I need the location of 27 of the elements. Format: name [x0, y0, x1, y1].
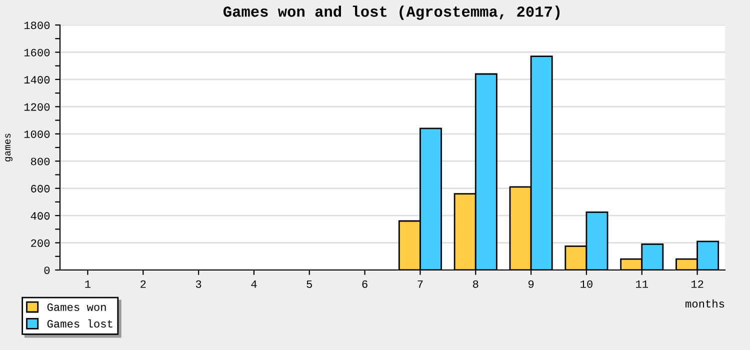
x-tick-label: 6: [362, 280, 368, 288]
x-tick-label: 10: [580, 280, 592, 288]
x-axis-title: months: [686, 299, 724, 308]
legend-label: Games won: [47, 303, 106, 311]
y-tick-label: 1200: [24, 103, 50, 111]
y-tick-label: 800: [30, 158, 50, 166]
x-tick-label: 4: [251, 280, 257, 288]
chart-title: Games won and lost (Agrostemma, 2017): [223, 6, 560, 20]
y-tick-label: 1800: [24, 22, 50, 30]
y-tick-label: 1400: [24, 76, 50, 84]
x-tick-label: 7: [418, 280, 423, 288]
legend-label: Games lost: [47, 319, 112, 328]
x-tick-label: 12: [691, 280, 704, 288]
x-tick-label: 8: [473, 280, 478, 288]
y-tick-label: 600: [31, 184, 50, 192]
x-tick-label: 5: [306, 280, 312, 288]
x-tick-label: 11: [636, 280, 648, 288]
x-tick-label: 2: [140, 280, 146, 288]
y-tick-label: 0: [44, 266, 50, 274]
x-tick-label: 9: [528, 280, 534, 288]
y-tick-label: 400: [30, 212, 50, 220]
x-tick-label: 3: [196, 280, 202, 288]
y-tick-label: 1600: [24, 48, 50, 56]
y-tick-label: 1000: [24, 130, 50, 138]
y-tick-label: 200: [31, 239, 50, 247]
y-axis-title: games: [5, 134, 12, 162]
x-tick-label: 1: [85, 280, 91, 288]
